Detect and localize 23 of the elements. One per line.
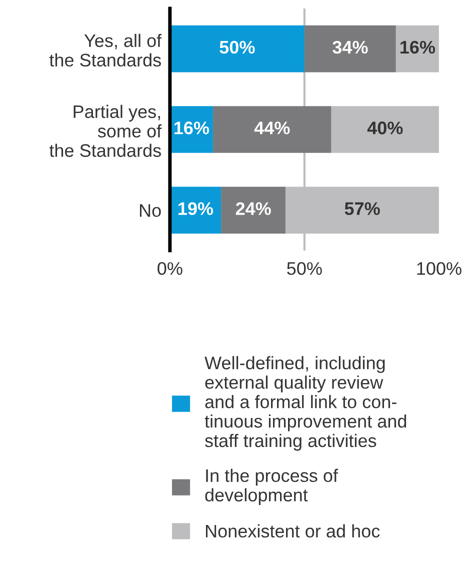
data-label: 24%	[236, 202, 271, 215]
data-label: 40%	[367, 122, 403, 134]
x-tick-label: 100%	[417, 262, 462, 275]
data-label: 16%	[400, 40, 436, 54]
x-tick-label: 0%	[158, 262, 182, 275]
bar	[304, 25, 396, 72]
bar	[212, 106, 332, 153]
legend-label: Nonexistent or ad hoc	[206, 524, 380, 538]
y-tick-label: No	[140, 204, 161, 217]
bar	[331, 106, 439, 153]
legend-label: In the process of development	[205, 468, 338, 506]
data-label: 50%	[220, 40, 255, 54]
data-label: 19%	[178, 202, 214, 216]
bar	[170, 25, 304, 72]
y-tick-label: Yes, all of the Standards	[49, 34, 162, 67]
bar	[221, 186, 286, 234]
data-label: 57%	[344, 202, 380, 216]
x-tick-label: 50%	[287, 262, 322, 275]
data-label: 16%	[174, 122, 210, 134]
data-label: 34%	[332, 40, 368, 54]
data-label: 44%	[254, 122, 290, 134]
y-tick-label: Partial yes, some of the Standards	[49, 104, 162, 157]
legend-label: Well-defined, including external quality review and a formal link to con- tinuous improvement and staff training activities	[204, 356, 406, 451]
